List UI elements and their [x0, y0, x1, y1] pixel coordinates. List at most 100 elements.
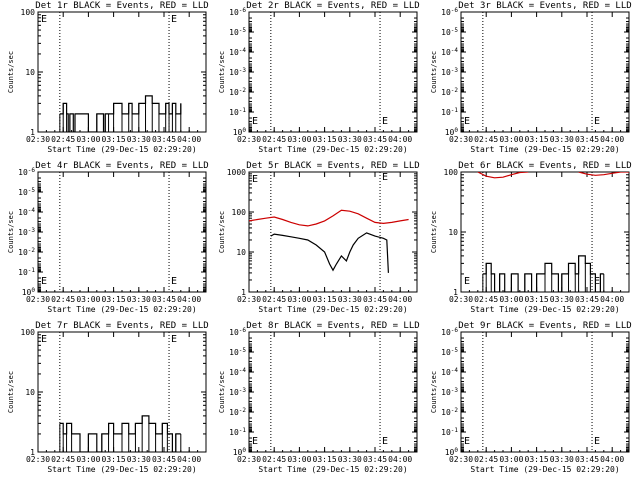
lld-series-line — [578, 172, 629, 176]
x-tick-label: 02:30 — [449, 295, 473, 304]
x-tick-label: 02:30 — [237, 135, 261, 144]
y-tick-label: 10-3 — [229, 387, 246, 397]
x-tick-label: 03:15 — [313, 455, 337, 464]
chart-panel-4: Det 4r BLACK = Events, RED = LLD 100 10-1 1… — [7, 161, 209, 314]
tick-exponent: -4 — [239, 367, 247, 374]
y-axis-label: Counts/sec — [430, 211, 438, 253]
y-tick-label: 10-2 — [441, 407, 458, 417]
y-tick-label: 10-6 — [441, 7, 458, 17]
event-marker-label: E — [41, 14, 47, 25]
x-tick-label: 02:30 — [26, 295, 50, 304]
x-tick-label: 03:15 — [102, 295, 126, 304]
event-marker-label: E — [41, 276, 47, 287]
tick-exponent: 0 — [242, 127, 246, 134]
y-tick-label: 10-6 — [441, 327, 458, 337]
tick-exponent: -6 — [28, 167, 36, 174]
tick-exponent: -2 — [239, 407, 247, 414]
tick-exponent: -4 — [28, 207, 36, 214]
event-marker-label: E — [252, 174, 258, 185]
y-tick-label: 10 — [236, 248, 246, 257]
y-tick-label: 10-6 — [18, 167, 35, 177]
x-axis-label: Start Time (29-Dec-15 02:29:20) — [258, 465, 407, 474]
x-tick-label: 02:45 — [474, 455, 498, 464]
tick-exponent: -1 — [239, 427, 247, 434]
x-tick-label: 03:45 — [152, 455, 176, 464]
x-tick-label: 03:15 — [313, 295, 337, 304]
x-tick-label: 03:30 — [550, 295, 574, 304]
y-tick-label: 10 — [448, 228, 458, 237]
x-tick-label: 03:00 — [287, 295, 311, 304]
x-tick-label: 02:45 — [474, 295, 498, 304]
tick-exponent: -2 — [451, 407, 459, 414]
lld-series-line — [249, 209, 409, 227]
tick-exponent: -5 — [239, 27, 247, 34]
x-tick-label: 02:30 — [237, 455, 261, 464]
plot-frame — [37, 171, 207, 293]
tick-exponent: -3 — [28, 227, 36, 234]
tick-exponent: 0 — [31, 287, 35, 294]
x-tick-label: 02:45 — [474, 135, 498, 144]
tick-exponent: -2 — [28, 247, 36, 254]
tick-exponent: -1 — [28, 267, 36, 274]
y-tick-label: 100 — [444, 168, 459, 177]
events-series-line — [482, 255, 604, 292]
y-axis-label: Counts/sec — [7, 51, 15, 93]
y-tick-label: 10-2 — [441, 87, 458, 97]
x-tick-label: 03:30 — [338, 455, 362, 464]
chart-panel-8: Det 8r BLACK = Events, RED = LLD 100 10-1 1… — [218, 321, 420, 474]
x-tick-label: 03:00 — [287, 455, 311, 464]
x-tick-label: 04:00 — [600, 135, 624, 144]
tick-exponent: -2 — [239, 87, 247, 94]
x-tick-label: 03:15 — [525, 295, 549, 304]
x-axis-label: Start Time (29-Dec-15 02:29:20) — [258, 145, 407, 154]
y-axis-label: Counts/sec — [430, 371, 438, 413]
events-series-line — [59, 415, 181, 452]
x-tick-label: 04:00 — [177, 455, 201, 464]
y-tick-label: 10-3 — [229, 67, 246, 77]
tick-exponent: 0 — [454, 447, 458, 454]
x-tick-label: 02:45 — [262, 135, 286, 144]
chart-panel-2: Det 2r BLACK = Events, RED = LLD 100 10-1 1… — [218, 1, 420, 154]
y-tick-label: 100 — [445, 127, 459, 137]
chart-panel-5: Det 5r BLACK = Events, RED = LLD 1 10 100 10… — [218, 161, 420, 314]
x-tick-label: 03:00 — [499, 135, 523, 144]
tick-exponent: -5 — [239, 347, 247, 354]
event-marker-label: E — [594, 436, 600, 447]
x-tick-label: 03:45 — [575, 295, 599, 304]
x-tick-label: 03:30 — [127, 295, 151, 304]
y-tick-label: 100 — [232, 208, 247, 217]
y-tick-label: 100 — [21, 328, 36, 337]
chart-panel-1: Det 1r BLACK = Events, RED = LLD 1 10 100 02… — [7, 1, 209, 154]
y-tick-label: 10-5 — [441, 27, 458, 37]
y-tick-label: 100 — [22, 287, 36, 297]
x-tick-label: 02:45 — [262, 455, 286, 464]
tick-exponent: -4 — [239, 47, 247, 54]
y-tick-label: 10-4 — [18, 207, 35, 217]
event-marker-label: E — [171, 334, 177, 345]
y-tick-label: 10-6 — [229, 327, 246, 337]
y-tick-label: 10-3 — [441, 387, 458, 397]
tick-exponent: 0 — [454, 127, 458, 134]
y-tick-label: 100 — [233, 447, 247, 457]
event-marker-label: E — [594, 116, 600, 127]
x-tick-label: 03:15 — [525, 135, 549, 144]
y-tick-label: 10-5 — [18, 187, 35, 197]
x-tick-label: 03:45 — [152, 295, 176, 304]
x-tick-label: 04:00 — [600, 295, 624, 304]
x-tick-label: 04:00 — [388, 135, 412, 144]
x-tick-label: 04:00 — [177, 295, 201, 304]
y-tick-label: 10 — [25, 68, 35, 77]
x-tick-label: 04:00 — [388, 295, 412, 304]
x-tick-label: 03:00 — [499, 295, 523, 304]
plot-frame — [460, 11, 630, 133]
y-tick-label: 100 — [21, 8, 36, 17]
x-tick-label: 02:45 — [51, 295, 75, 304]
event-marker-label: E — [171, 276, 177, 287]
chart-panel-6: Det 6r BLACK = Events, RED = LLD 1 10 100 02… — [430, 161, 632, 314]
y-tick-label: 100 — [445, 447, 459, 457]
y-axis-label: Counts/sec — [218, 371, 226, 413]
chart-panel-3: Det 3r BLACK = Events, RED = LLD 100 10-1 1… — [430, 1, 632, 154]
y-tick-label: 10-4 — [229, 367, 246, 377]
y-axis-label: Counts/sec — [7, 211, 15, 253]
x-axis-label: Start Time (29-Dec-15 02:29:20) — [470, 465, 619, 474]
